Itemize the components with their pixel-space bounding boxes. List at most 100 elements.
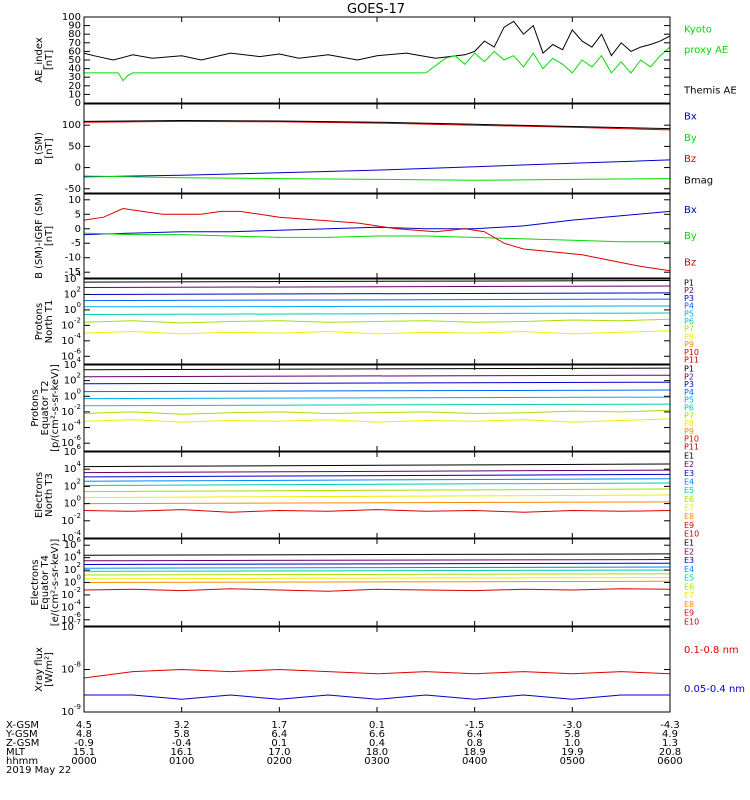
y-tick-label: 10-2 xyxy=(61,586,81,601)
y-tick-label: 10-4 xyxy=(61,332,81,347)
y-tick-label: 10-4 xyxy=(61,529,81,544)
y-tick-label: 40 xyxy=(68,64,81,75)
series-line-1 xyxy=(83,159,671,178)
y-tick-label: 70 xyxy=(68,38,81,49)
series-line-7 xyxy=(83,318,671,324)
x-row-value: 18.0 xyxy=(366,747,388,758)
series-line-2 xyxy=(83,175,671,181)
series-line-3 xyxy=(83,120,671,131)
x-row-value: 0000 xyxy=(71,756,96,767)
legend-entry: E3 xyxy=(684,469,694,478)
series-line-6 xyxy=(83,312,671,315)
legend-entry: P9 xyxy=(684,340,694,349)
series-line-7 xyxy=(83,577,671,580)
legend-entry: E10 xyxy=(684,530,699,539)
x-row-value: 17.0 xyxy=(268,747,290,758)
y-tick-label: -5 xyxy=(71,238,81,249)
legend-entry: P2 xyxy=(684,372,694,381)
x-row-value: 15.1 xyxy=(73,747,95,758)
series-line-1 xyxy=(83,553,671,556)
y-axis-label: Electrons xyxy=(30,559,41,605)
y-axis-label: Equator T2 xyxy=(40,381,51,436)
y-axis-label: Protons xyxy=(34,303,45,340)
panel-8: 10-7 10-8 10-9 Xray flux [W/m²] 0.1-0.8 nm 0.0… xyxy=(34,618,745,718)
legend-entry: E10 xyxy=(684,618,699,627)
legend-entry: P9 xyxy=(684,427,694,436)
x-row-value: 1.0 xyxy=(564,738,580,749)
y-tick-label: 50 xyxy=(68,55,81,66)
series-line-4 xyxy=(83,119,671,130)
y-tick-label: -50 xyxy=(65,184,81,195)
y-axis-label: Equator T4 xyxy=(40,555,51,610)
x-row-value: 19.9 xyxy=(561,747,583,758)
legend-entry: E2 xyxy=(684,547,694,556)
legend-entry: 0.1-0.8 nm xyxy=(684,645,739,656)
series-line-3 xyxy=(83,473,671,478)
y-tick-label: 5 xyxy=(75,209,81,220)
legend-entry: P2 xyxy=(684,286,694,295)
y-tick-label: 100 xyxy=(62,12,81,23)
series-line-3 xyxy=(83,381,671,385)
series-line-2 xyxy=(83,285,671,288)
x-row-value: 0400 xyxy=(462,756,487,767)
y-tick-label: 102 xyxy=(64,561,81,576)
x-row-value: 6.6 xyxy=(369,729,385,740)
x-row-label: MLT xyxy=(6,747,26,758)
legend-entry: P10 xyxy=(684,435,699,444)
legend-entry: P11 xyxy=(684,443,699,452)
series-line-4 xyxy=(83,566,671,569)
y-tick-label: 0 xyxy=(75,98,81,109)
y-tick-label: 10 xyxy=(68,195,81,206)
x-row-value: 16.1 xyxy=(171,747,193,758)
panel-frame xyxy=(83,364,671,452)
legend-entry: P4 xyxy=(684,388,694,397)
x-row-value: 6.4 xyxy=(271,729,287,740)
series-line-4 xyxy=(83,298,671,302)
series-line-5 xyxy=(83,569,671,572)
legend-entry: E9 xyxy=(684,609,694,618)
y-axis-label: [nT] xyxy=(44,226,55,246)
series-line-6 xyxy=(83,488,671,493)
y-tick-label: 100 xyxy=(62,120,81,131)
y-tick-label: 100 xyxy=(64,301,81,316)
legend-entry: E5 xyxy=(684,574,694,583)
x-row-value: 4.5 xyxy=(76,720,92,731)
y-axis-label: Protons xyxy=(30,389,41,426)
series-line-8 xyxy=(83,330,671,335)
x-row-value: 1.3 xyxy=(662,738,678,749)
x-row-value: -3.0 xyxy=(563,720,583,731)
legend-entry: P6 xyxy=(684,404,694,413)
y-tick-label: 10-4 xyxy=(61,419,81,434)
x-row-value: -0.4 xyxy=(172,738,192,749)
series-line-8 xyxy=(83,580,671,583)
series-line-2 xyxy=(83,559,671,562)
series-line-3 xyxy=(83,207,671,272)
series-line-4 xyxy=(83,478,671,482)
legend-entry: E3 xyxy=(684,556,694,565)
x-row-value: 4.8 xyxy=(76,729,92,740)
y-axis-label: [p/(cm²-s-sr-keV)] xyxy=(50,364,61,452)
series-line-6 xyxy=(83,403,671,407)
x-row-value: 4.9 xyxy=(662,729,678,740)
series-line-1 xyxy=(83,463,671,468)
series-line-7 xyxy=(83,494,671,499)
x-row-label: Y-GSM xyxy=(5,729,38,740)
legend-entry: E8 xyxy=(684,600,694,609)
legend-entry: E5 xyxy=(684,486,694,495)
legend-entry: P3 xyxy=(684,380,694,389)
x-row-value: -4.3 xyxy=(660,720,680,731)
legend-entry: P6 xyxy=(684,317,694,326)
series-line-9 xyxy=(83,509,671,513)
x-row-value: 0.1 xyxy=(369,720,385,731)
y-tick-label: 104 xyxy=(64,356,82,371)
x-row-value: 18.9 xyxy=(464,747,486,758)
y-axis-label: North T3 xyxy=(44,473,55,517)
x-row-value: 20.8 xyxy=(659,747,681,758)
y-tick-label: 10-2 xyxy=(61,512,81,527)
y-tick-label: 102 xyxy=(64,372,81,387)
legend-entry: P5 xyxy=(684,309,694,318)
series-line-4 xyxy=(83,389,671,393)
